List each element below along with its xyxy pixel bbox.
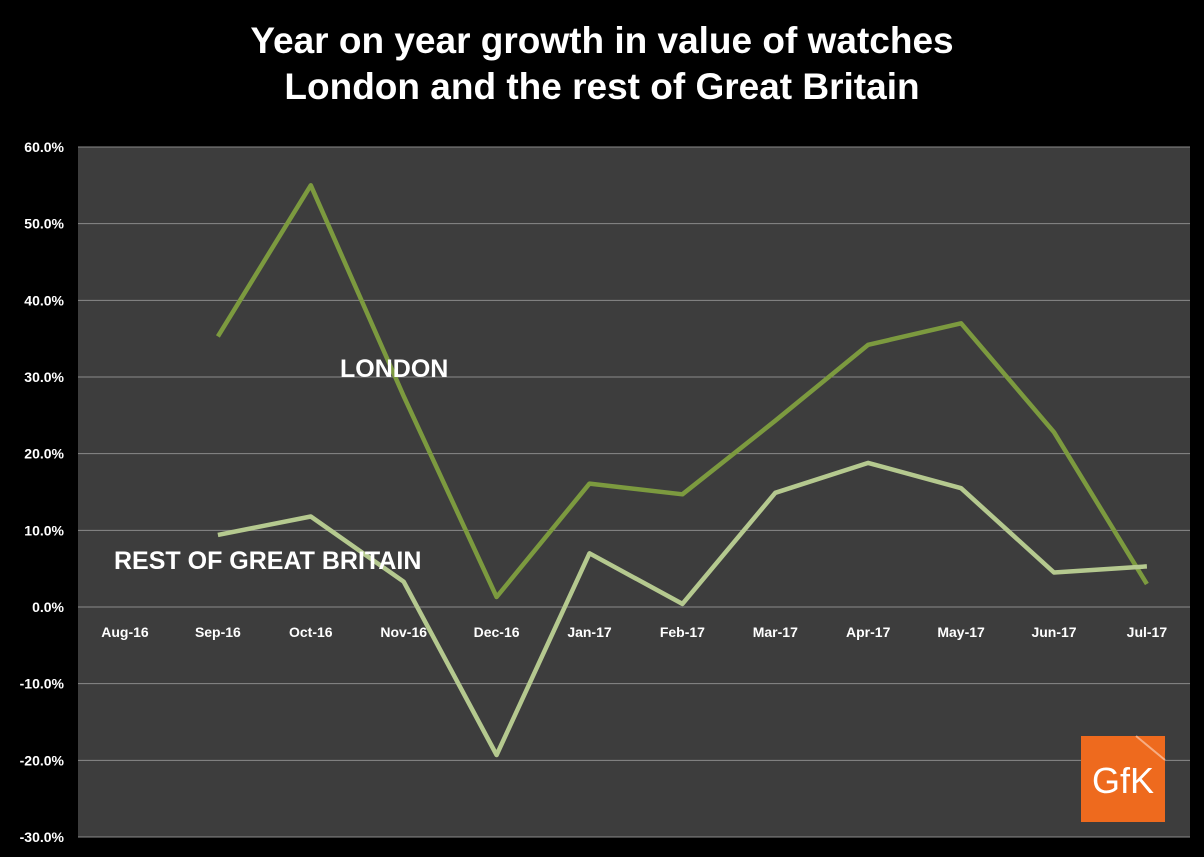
x-tick-label: May-17 (937, 624, 985, 640)
y-tick-label: 30.0% (24, 369, 64, 385)
x-tick-label: Nov-16 (380, 624, 427, 640)
x-tick-label: Mar-17 (753, 624, 798, 640)
y-axis-ticks: 60.0% 50.0% 40.0% 30.0% 20.0% 10.0% 0.0% -10.0%… (20, 139, 65, 845)
x-tick-label: Apr-17 (846, 624, 891, 640)
x-tick-label: Aug-16 (101, 624, 149, 640)
gfk-logo: GfK (1081, 735, 1166, 822)
y-tick-label: -20.0% (20, 752, 65, 768)
gfk-logo-swoosh (1135, 735, 1166, 761)
gfk-logo-box (1081, 736, 1165, 822)
series-label-rest-of-gb: REST OF GREAT BRITAIN (114, 547, 421, 575)
chart-title: Year on year growth in value of watches … (0, 18, 1204, 110)
x-tick-label: Jun-17 (1031, 624, 1076, 640)
chart-title-line1: Year on year growth in value of watches (250, 20, 954, 61)
plot-area (78, 147, 1190, 837)
y-tick-label: 60.0% (24, 139, 64, 155)
y-tick-label: 20.0% (24, 446, 64, 462)
series-line-london (215, 183, 1149, 600)
x-tick-label: Sep-16 (195, 624, 241, 640)
x-tick-label: Dec-16 (474, 624, 520, 640)
x-tick-label: Jan-17 (567, 624, 612, 640)
series-line-rest-of-gb (217, 460, 1148, 758)
x-tick-label: Jul-17 (1127, 624, 1168, 640)
x-tick-label: Oct-16 (289, 624, 333, 640)
series-lines (215, 183, 1149, 758)
gfk-logo-text: GfK (1092, 760, 1154, 801)
y-tick-label: -10.0% (20, 676, 65, 692)
y-tick-label: 50.0% (24, 216, 64, 232)
x-axis-ticks: Aug-16 Sep-16 Oct-16 Nov-16 Dec-16 Jan-17 Feb-… (101, 624, 1167, 640)
chart-title-line2: London and the rest of Great Britain (284, 66, 920, 107)
y-tick-label: 0.0% (32, 599, 64, 615)
y-tick-label: 10.0% (24, 522, 64, 538)
x-tick-label: Feb-17 (660, 624, 705, 640)
y-tick-label: 40.0% (24, 292, 64, 308)
series-label-london: LONDON (340, 355, 448, 383)
y-tick-label: -30.0% (20, 829, 65, 845)
